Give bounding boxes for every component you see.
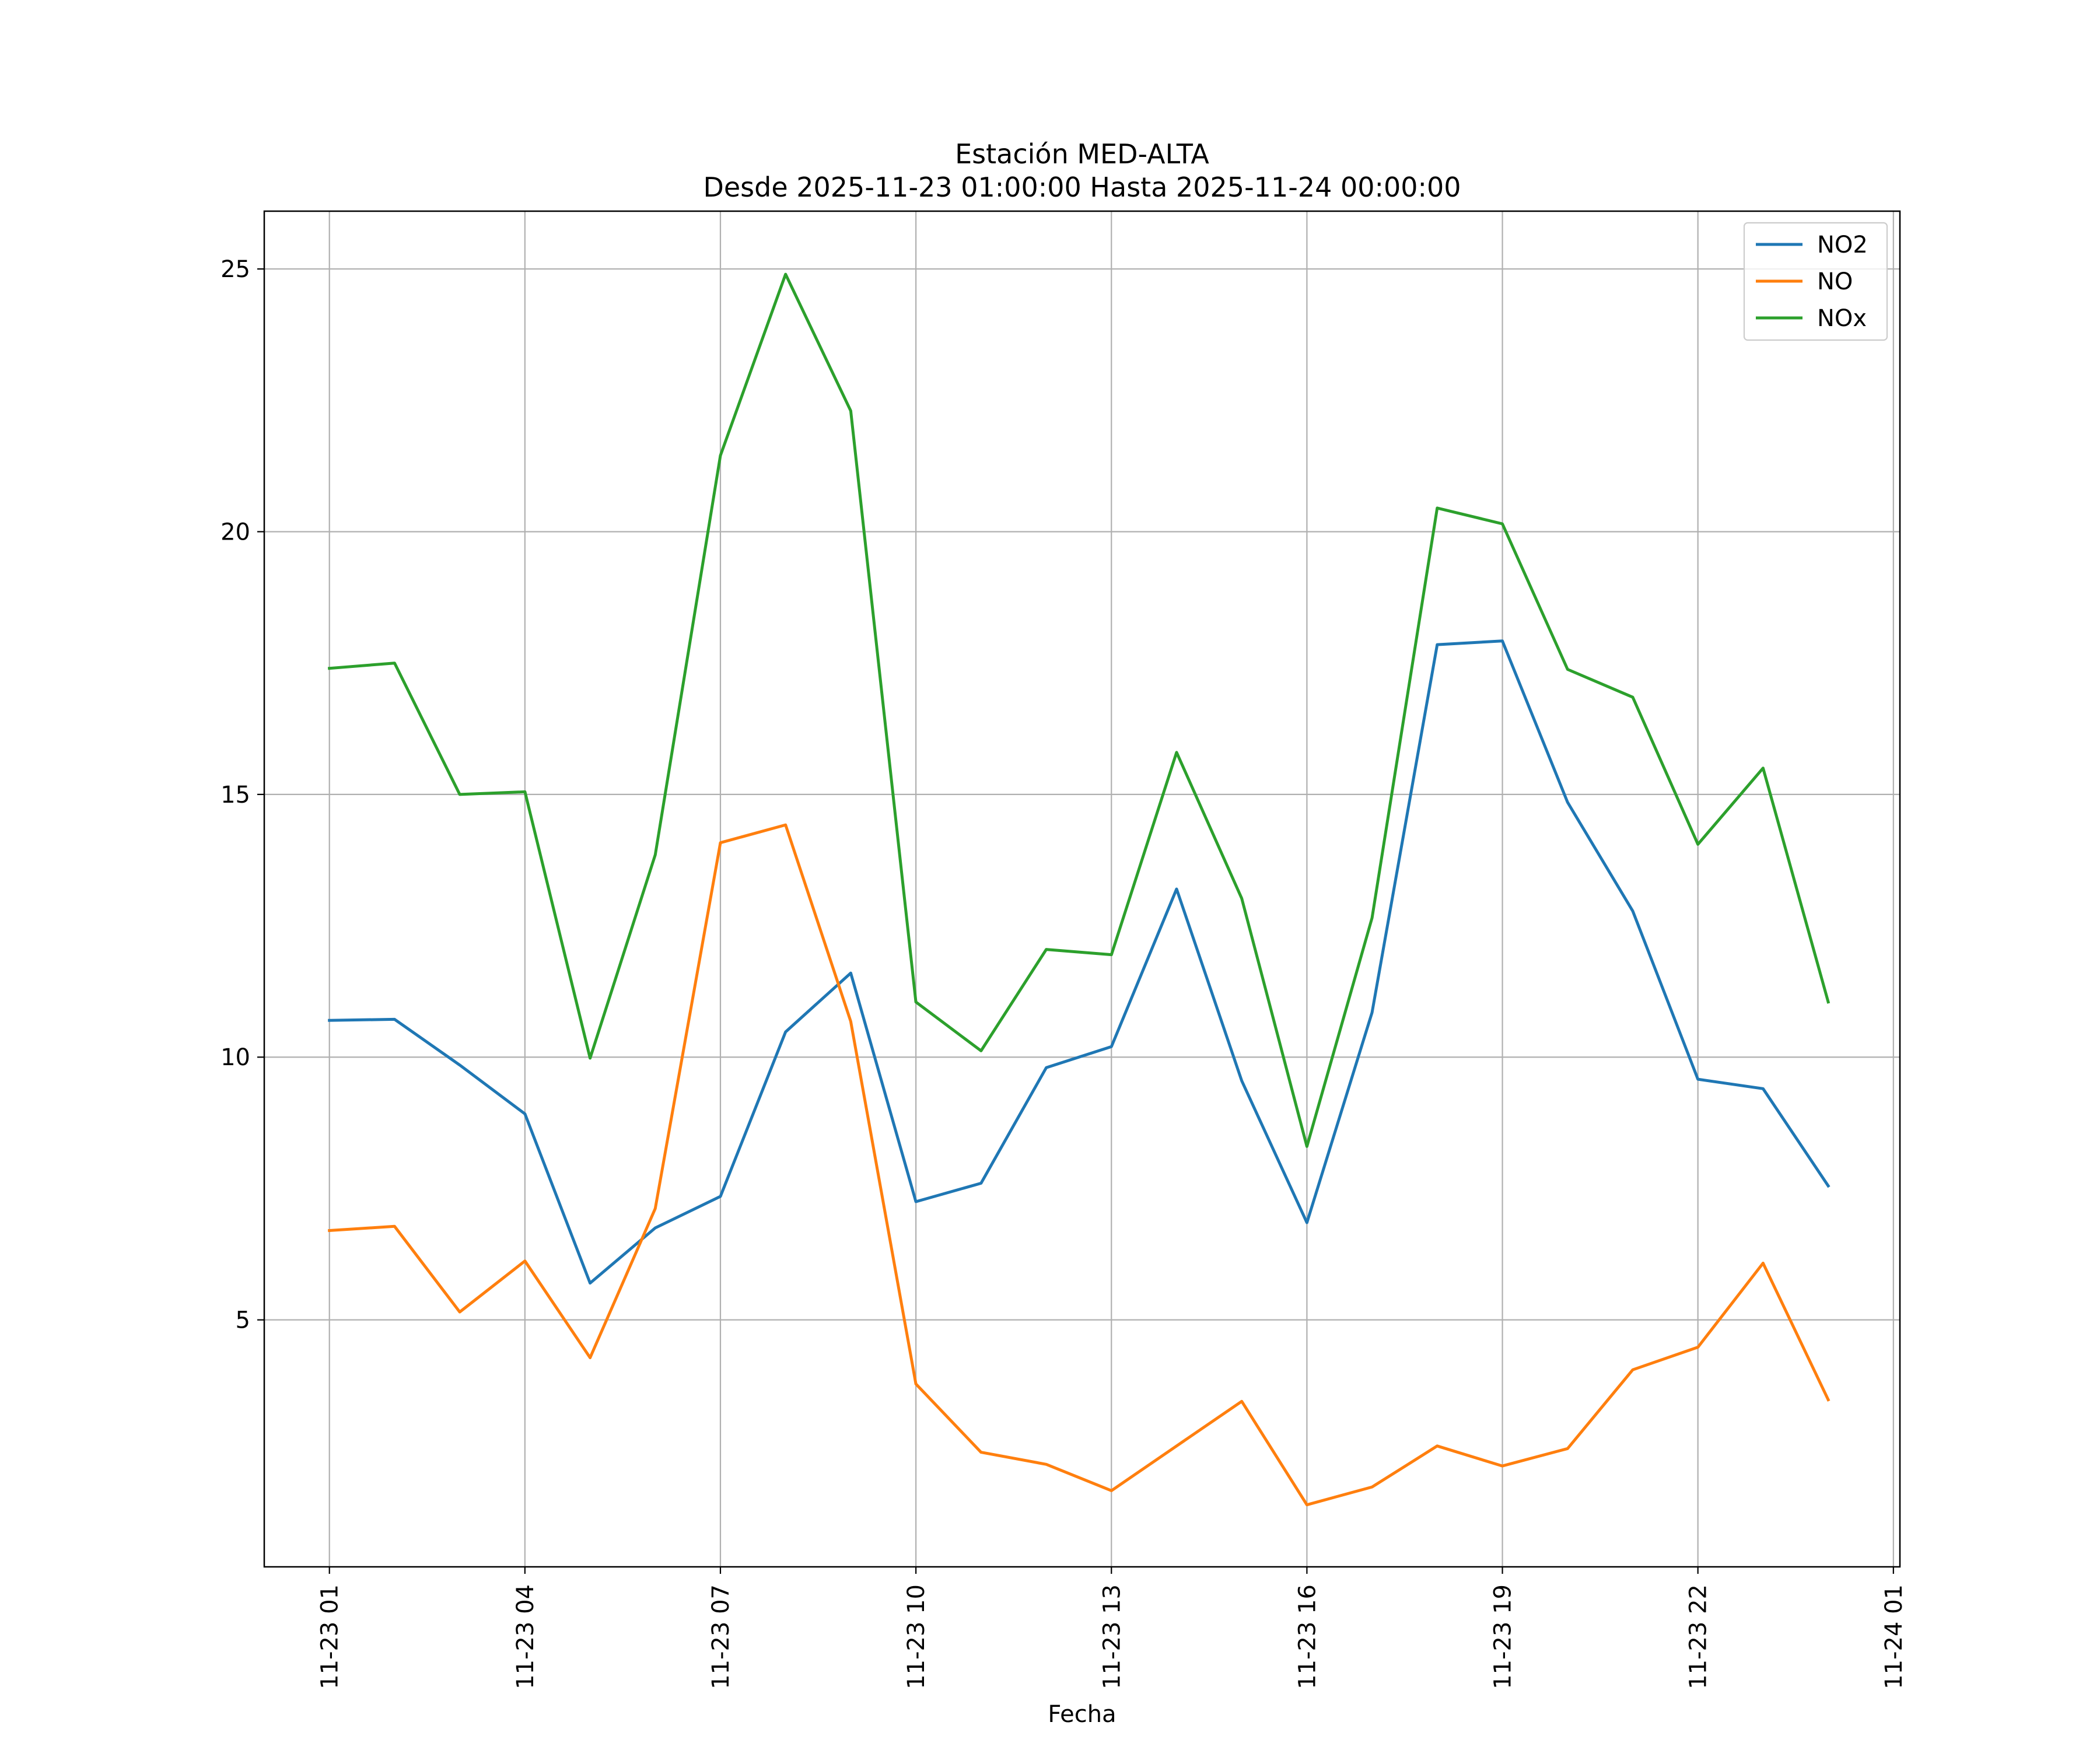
legend-label-no2: NO2 [1817, 232, 1868, 258]
x-tick-label: 11-24 01 [1881, 1584, 1908, 1689]
series-line-no2 [328, 639, 1831, 1285]
y-tick-label: 15 [220, 782, 250, 808]
series-line-nox [328, 272, 1831, 1148]
series-line-no [328, 823, 1831, 1507]
y-axis: 5 10 15 20 25 [220, 256, 264, 1334]
x-tick-label: 11-23 01 [317, 1584, 344, 1689]
x-tick-label: 11-23 22 [1685, 1584, 1712, 1689]
y-tick-label: 10 [220, 1044, 250, 1071]
legend-label-nox: NOx [1817, 305, 1867, 332]
x-tick-label: 11-23 10 [903, 1584, 930, 1689]
x-axis: 11-23 01 11-23 04 11-23 07 11-23 10 11-23 13… [317, 1567, 1908, 1689]
legend-label-no: NO [1817, 268, 1853, 295]
y-tick-label: 20 [220, 519, 250, 545]
plot-frame [263, 210, 1901, 1568]
x-tick-label: 11-23 04 [512, 1584, 539, 1689]
legend: NO2 NO NOx [1743, 222, 1888, 341]
y-tick-label: 5 [236, 1307, 250, 1334]
x-tick-label: 11-23 19 [1490, 1584, 1517, 1689]
x-tick-label: 11-23 16 [1294, 1584, 1321, 1689]
x-axis-label: Fecha [1048, 1701, 1116, 1728]
chart-subtitle: Desde 2025-11-23 01:00:00 Hasta 2025-11-… [703, 172, 1461, 203]
y-tick-label: 25 [220, 256, 250, 283]
x-tick-label: 11-23 13 [1098, 1584, 1125, 1689]
series-layer [328, 272, 1831, 1507]
legend-box [1743, 222, 1888, 341]
x-tick-label: 11-23 07 [708, 1584, 734, 1689]
chart-title: Estación MED-ALTA [955, 138, 1209, 170]
